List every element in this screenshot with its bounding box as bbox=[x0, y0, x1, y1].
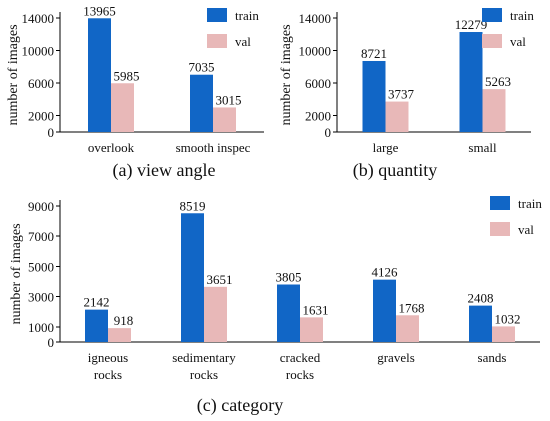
x-tick-label: rocks bbox=[94, 367, 122, 382]
bar-train bbox=[362, 60, 386, 132]
y-tick-label: 0 bbox=[325, 125, 332, 140]
y-tick-label: 10000 bbox=[22, 44, 55, 59]
data-label-train: 13965 bbox=[83, 3, 116, 18]
y-axis-label: number of images bbox=[279, 24, 294, 125]
y-tick-label: 14000 bbox=[22, 11, 55, 26]
bar-train bbox=[373, 279, 396, 342]
y-tick-label: 0 bbox=[48, 335, 55, 350]
legend-label-val: val bbox=[235, 34, 251, 49]
data-label-train: 12279 bbox=[455, 17, 488, 32]
bar-train bbox=[85, 309, 108, 342]
bar-train bbox=[88, 18, 111, 132]
bar-val bbox=[492, 326, 515, 342]
bar-val bbox=[204, 286, 227, 342]
y-tick-label: 5000 bbox=[28, 259, 54, 274]
x-tick-label: igneous bbox=[88, 350, 128, 365]
data-label-val: 5263 bbox=[485, 74, 511, 89]
y-tick-label: 6000 bbox=[305, 76, 331, 91]
data-label-val: 3651 bbox=[207, 272, 233, 287]
y-axis-label: number of images bbox=[6, 24, 21, 125]
bar-train bbox=[277, 284, 300, 342]
x-tick-label: large bbox=[373, 140, 399, 155]
legend: train val bbox=[490, 196, 542, 237]
x-tick-label: rocks bbox=[286, 367, 314, 382]
bar-train bbox=[469, 305, 492, 342]
data-label-val: 5985 bbox=[114, 68, 140, 83]
legend-label-train: train bbox=[235, 8, 259, 23]
y-tick-label: 10000 bbox=[299, 44, 332, 59]
data-label-train: 2142 bbox=[84, 295, 110, 310]
legend: train val bbox=[482, 8, 534, 49]
x-tick-label: sands bbox=[478, 350, 507, 365]
chart-caption: (a) view angle bbox=[113, 160, 216, 181]
data-label-val: 918 bbox=[114, 313, 134, 328]
x-tick-label: rocks bbox=[190, 367, 218, 382]
x-tick-label: cracked bbox=[280, 350, 321, 365]
data-label-train: 8721 bbox=[361, 46, 387, 61]
bar-train bbox=[459, 32, 483, 133]
data-label-val: 1631 bbox=[303, 302, 329, 317]
legend-swatch-val bbox=[482, 34, 502, 48]
y-tick-label: 14000 bbox=[299, 11, 332, 26]
bar-val bbox=[213, 107, 236, 132]
y-axis-label: number of images bbox=[9, 223, 24, 324]
legend-label-train: train bbox=[518, 196, 542, 211]
bar-val bbox=[111, 83, 134, 132]
y-tick-label: 7000 bbox=[28, 229, 54, 244]
legend-swatch-train bbox=[482, 8, 502, 22]
y-tick-label: 9000 bbox=[28, 199, 54, 214]
y-tick-label: 6000 bbox=[28, 76, 54, 91]
y-tick-label: 2000 bbox=[305, 109, 331, 124]
legend: train val bbox=[207, 8, 259, 49]
legend-label-train: train bbox=[510, 8, 534, 23]
data-label-val: 1768 bbox=[399, 300, 425, 315]
bar-train bbox=[190, 74, 213, 132]
y-tick-label: 3000 bbox=[28, 290, 54, 305]
chart-caption: (b) quantity bbox=[353, 160, 437, 181]
data-label-train: 2408 bbox=[468, 291, 494, 306]
legend-swatch-val bbox=[207, 34, 227, 48]
data-label-train: 8519 bbox=[180, 198, 206, 213]
bar-val bbox=[108, 328, 131, 342]
bar-val bbox=[396, 315, 419, 342]
data-label-train: 7035 bbox=[189, 60, 215, 75]
legend-label-val: val bbox=[510, 34, 526, 49]
bar-train bbox=[181, 213, 204, 342]
bar-val bbox=[300, 317, 323, 342]
data-label-val: 3015 bbox=[216, 92, 242, 107]
legend-label-val: val bbox=[518, 222, 534, 237]
y-tick-label: 0 bbox=[48, 125, 55, 140]
x-tick-label: small bbox=[468, 140, 497, 155]
data-label-train: 3805 bbox=[276, 270, 302, 285]
x-tick-label: smooth inspec bbox=[176, 140, 251, 155]
x-tick-label: sedimentary bbox=[172, 350, 236, 365]
x-tick-label: gravels bbox=[377, 350, 415, 365]
y-tick-label: 1000 bbox=[28, 320, 54, 335]
legend-swatch-val bbox=[490, 222, 510, 236]
data-label-train: 4126 bbox=[372, 265, 399, 280]
x-tick-label: overlook bbox=[88, 140, 135, 155]
legend-swatch-train bbox=[207, 8, 227, 22]
data-label-val: 3737 bbox=[388, 87, 415, 102]
chart-caption: (c) category bbox=[197, 395, 283, 416]
bar-val bbox=[385, 101, 409, 132]
legend-swatch-train bbox=[490, 196, 510, 210]
data-label-val: 1032 bbox=[495, 311, 521, 326]
y-tick-label: 2000 bbox=[28, 109, 54, 124]
bar-val bbox=[482, 89, 506, 132]
